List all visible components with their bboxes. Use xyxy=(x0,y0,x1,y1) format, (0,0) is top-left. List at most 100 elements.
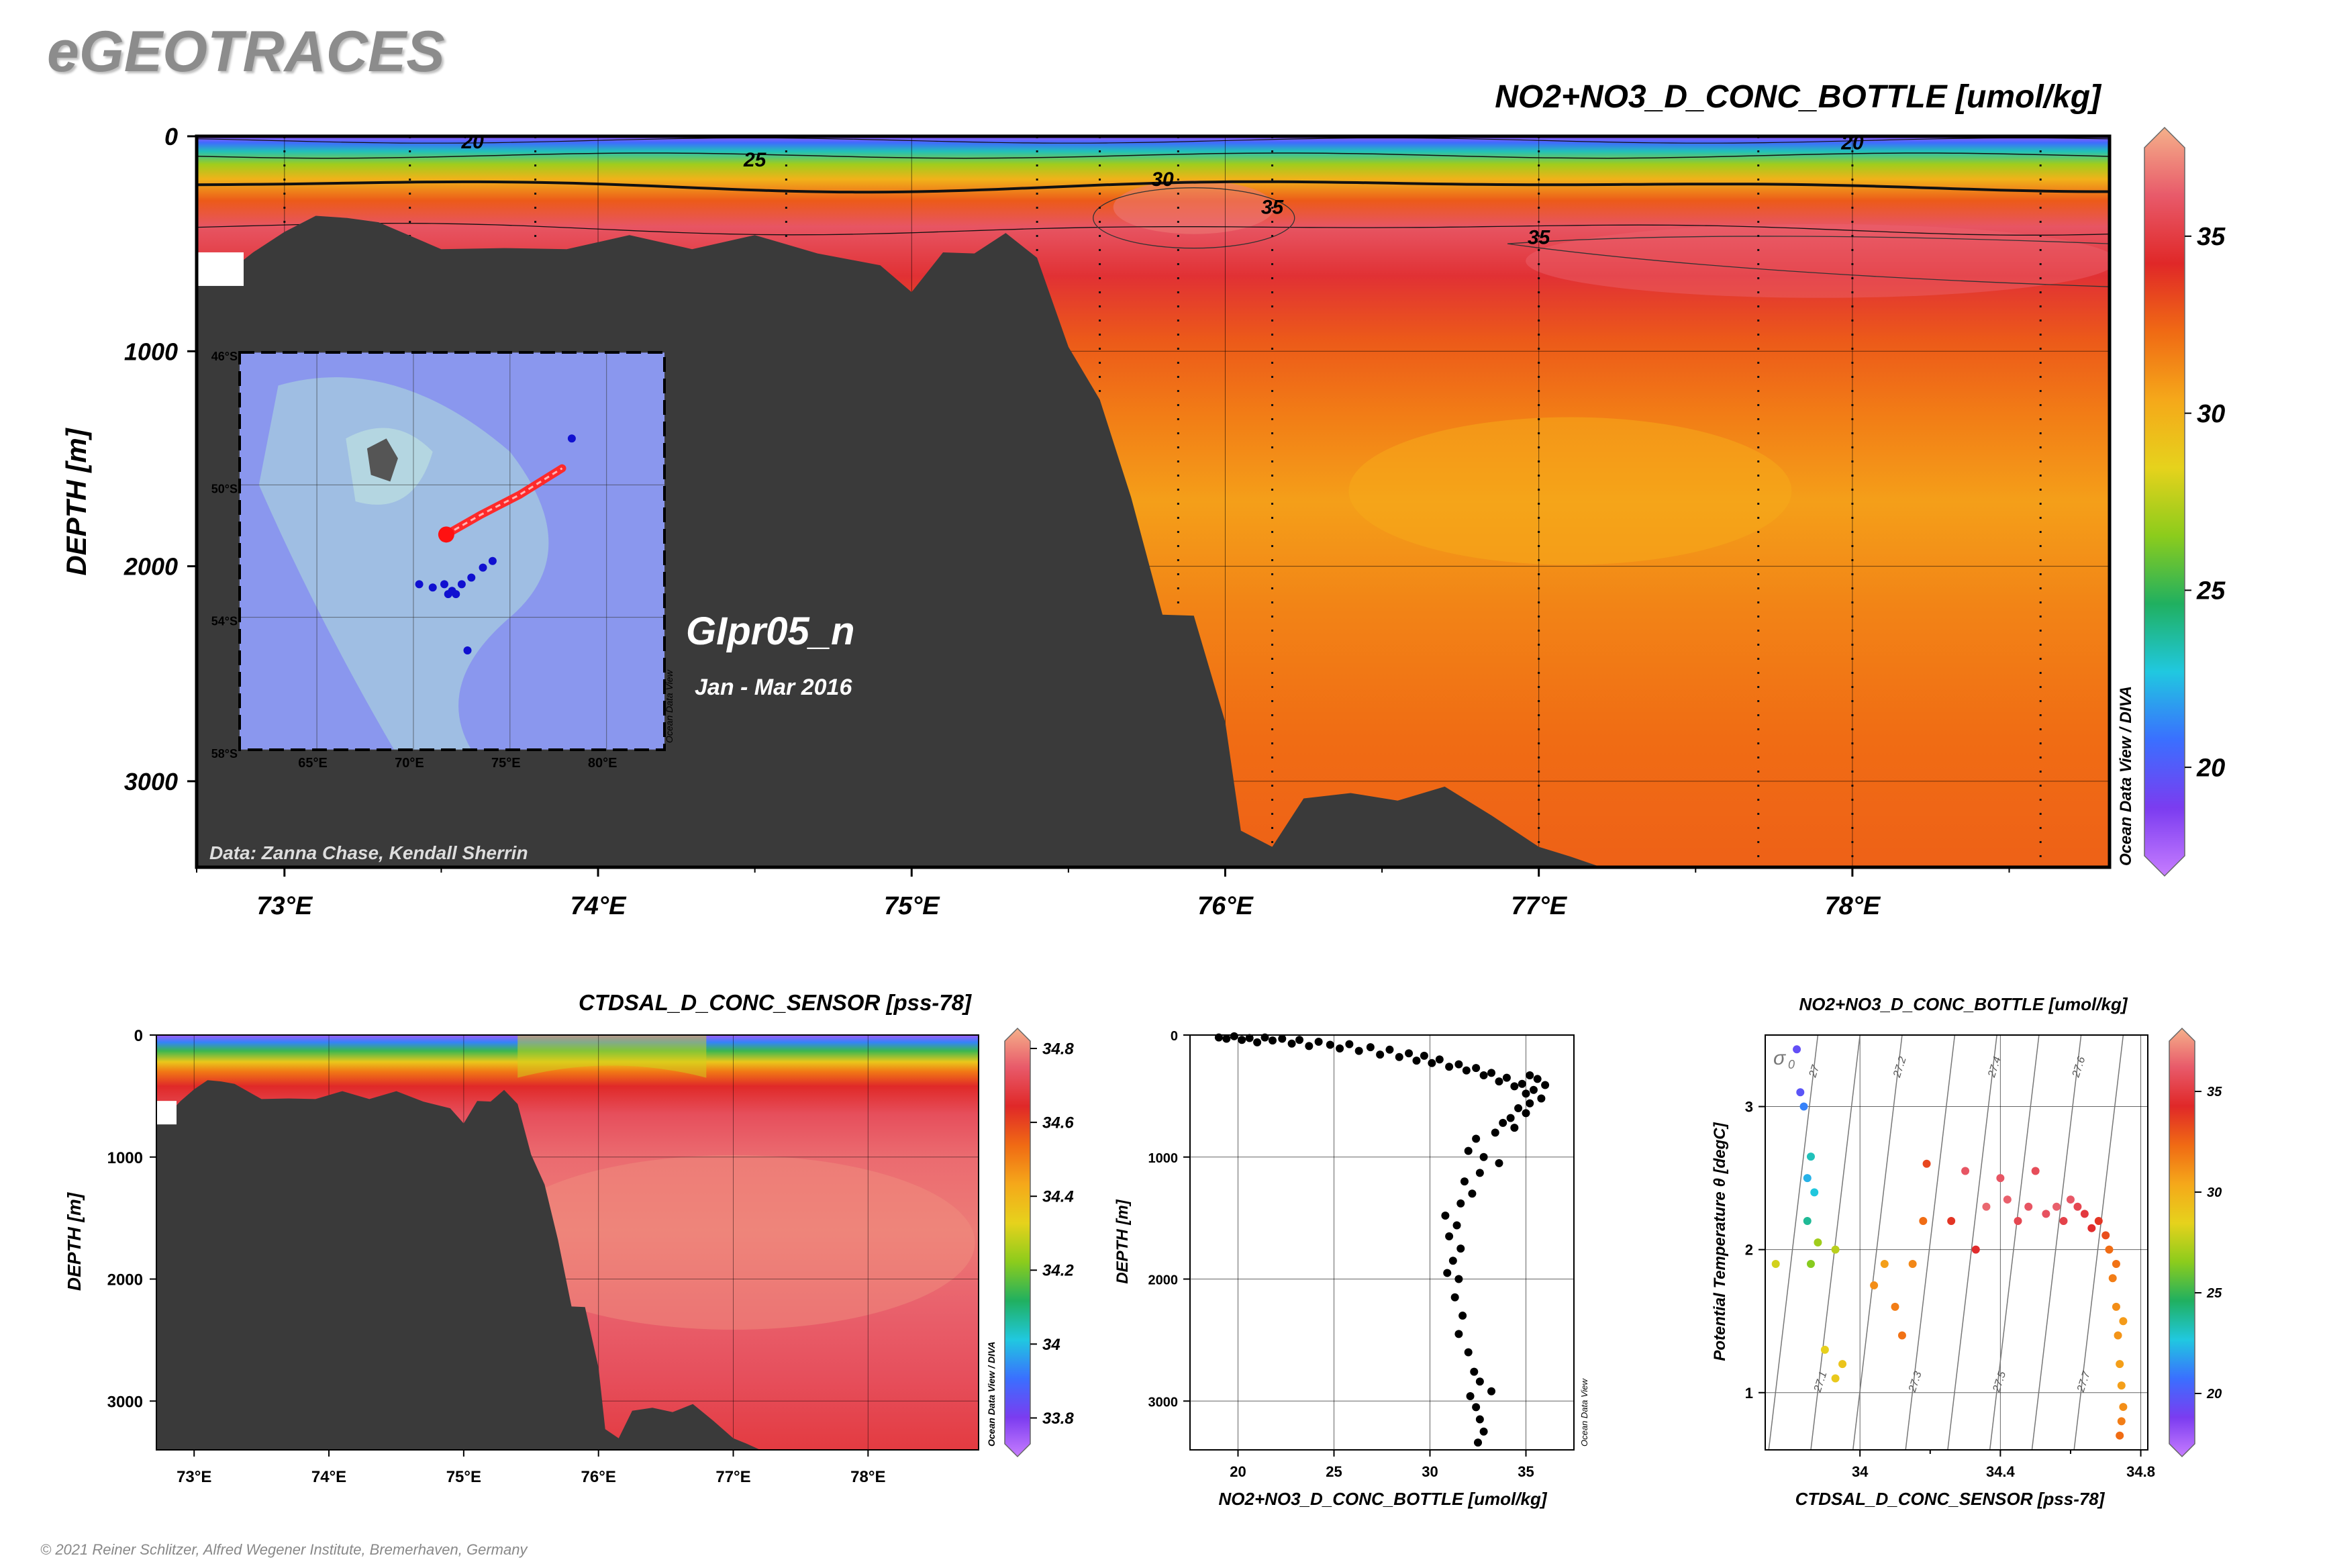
data-point xyxy=(1502,1073,1511,1082)
data-point xyxy=(1529,1085,1538,1094)
plot-frame xyxy=(1765,1034,2148,1451)
inset-x-tick-label: 65°E xyxy=(298,756,328,771)
data-point xyxy=(1526,1099,1534,1108)
data-point xyxy=(1479,1071,1488,1079)
data-point xyxy=(1499,1118,1507,1127)
colorbar-tick-label: 25 xyxy=(2196,577,2226,605)
data-point xyxy=(1526,1071,1534,1079)
data-point xyxy=(1803,1174,1812,1183)
missing-data-patch xyxy=(197,252,244,286)
y-tick-label: 3000 xyxy=(1148,1395,1179,1410)
y-tick-label: 1 xyxy=(1745,1385,1753,1402)
x-tick-label: 30 xyxy=(1422,1463,1438,1480)
y-tick-label: 0 xyxy=(164,123,178,150)
data-point xyxy=(1475,1377,1484,1386)
x-tick-label: 34 xyxy=(1852,1463,1869,1480)
data-point xyxy=(1831,1245,1840,1254)
x-tick-label: 73°E xyxy=(177,1468,211,1486)
isopycnal-line xyxy=(1768,1035,1819,1450)
isopycnal-label: 27 xyxy=(1807,1063,1822,1079)
data-point xyxy=(1537,1094,1546,1103)
contour-label: 20 xyxy=(460,131,484,153)
colorbar-bar xyxy=(2144,126,2185,877)
x-tick-label: 35 xyxy=(1518,1463,1534,1480)
contour-label: 30 xyxy=(1151,168,1174,191)
y-axis-label: Potential Temperature θ [degC] xyxy=(1711,1122,1729,1361)
data-point xyxy=(1870,1281,1879,1289)
inset-station-point xyxy=(440,580,448,589)
y-tick-label: 3000 xyxy=(107,1393,143,1411)
x-axis-label: NO2+NO3_D_CONC_BOTTLE [umol/kg] xyxy=(1218,1489,1547,1509)
data-point xyxy=(1222,1034,1231,1043)
data-point xyxy=(1806,1259,1815,1268)
data-point xyxy=(1464,1146,1473,1155)
plot-background xyxy=(1765,1035,2148,1450)
data-point xyxy=(1326,1040,1334,1049)
data-point xyxy=(1443,1269,1452,1277)
y-tick-label: 0 xyxy=(1171,1029,1178,1044)
y-tick-label: 1000 xyxy=(1148,1151,1179,1166)
data-point xyxy=(1238,1036,1246,1044)
data-point xyxy=(2052,1202,2061,1211)
nitrate-min-core xyxy=(1348,417,1792,565)
missing-data-patch xyxy=(156,1101,177,1125)
cruise-track-stations xyxy=(446,467,563,536)
data-point xyxy=(2031,1167,2040,1175)
inset-station-point xyxy=(567,434,576,443)
colorbar-bar xyxy=(2169,1027,2195,1458)
colorbar-tick-label: 35 xyxy=(2207,1085,2222,1099)
colorbar-tick-label: 34.4 xyxy=(1042,1188,1074,1206)
contour-label: 35 xyxy=(1528,227,1551,249)
data-point xyxy=(1456,1199,1465,1208)
salinity-colorbar: 33.8 34 34.2 34.4 34.6 34.8 xyxy=(1004,1027,1074,1458)
data-point xyxy=(1470,1367,1479,1376)
data-point xyxy=(1996,1174,2005,1183)
brand-logo: eGEOTRACES xyxy=(47,19,445,84)
data-point xyxy=(2066,1195,2075,1204)
data-point xyxy=(1245,1034,1254,1042)
inset-plateau xyxy=(258,377,549,750)
data-point xyxy=(1820,1345,1829,1354)
data-point xyxy=(1514,1104,1523,1113)
data-point xyxy=(1466,1392,1475,1401)
data-point xyxy=(1475,1169,1484,1177)
data-point xyxy=(1454,1060,1463,1069)
data-point xyxy=(2080,1210,2089,1218)
inset-y-tick-label: 46°S xyxy=(211,350,238,363)
x-tick-label: 77°E xyxy=(1511,892,1567,920)
data-point xyxy=(1919,1217,1928,1226)
data-point xyxy=(1345,1040,1354,1048)
y-axis-label: DEPTH [m] xyxy=(64,1191,85,1291)
x-tick-label: 74°E xyxy=(571,892,627,920)
data-point xyxy=(1454,1275,1463,1283)
inset-map: 65°E 70°E 75°E 80°E 46°S 50°S 54°S 58°S Ocean Da… xyxy=(211,350,675,771)
x-tick-label: 75°E xyxy=(884,892,940,920)
data-point xyxy=(1278,1034,1287,1043)
colorbar-tick-label: 34.8 xyxy=(1042,1040,1074,1058)
plot-frame xyxy=(1189,1034,1575,1451)
inset-station-point xyxy=(452,590,460,599)
inset-y-tick-label: 54°S xyxy=(211,615,238,628)
data-point xyxy=(2003,1195,2012,1204)
contour-line xyxy=(1507,236,2110,287)
data-point xyxy=(1454,1330,1463,1338)
data-point xyxy=(1385,1045,1394,1054)
isopycnal-line xyxy=(1947,1035,1997,1450)
data-point xyxy=(1450,1293,1459,1302)
x-tick-label: 34.4 xyxy=(1986,1463,2016,1480)
data-point xyxy=(1412,1057,1421,1065)
data-point xyxy=(1468,1189,1477,1198)
side-caption: Ocean Data View xyxy=(1579,1377,1589,1447)
inset-station-point xyxy=(467,573,476,582)
data-point xyxy=(1897,1331,1906,1340)
data-point xyxy=(1462,1066,1471,1075)
y-tick-label: 2000 xyxy=(123,553,178,581)
contour-line xyxy=(197,152,2110,159)
inset-station-point xyxy=(488,556,497,565)
data-credit: Data: Zanna Chase, Kendall Sherrin xyxy=(209,842,528,863)
data-point xyxy=(1510,1082,1519,1091)
x-tick-label: 77°E xyxy=(715,1468,750,1486)
chart-title: CTDSAL_D_CONC_SENSOR [pss-78] xyxy=(579,990,972,1015)
